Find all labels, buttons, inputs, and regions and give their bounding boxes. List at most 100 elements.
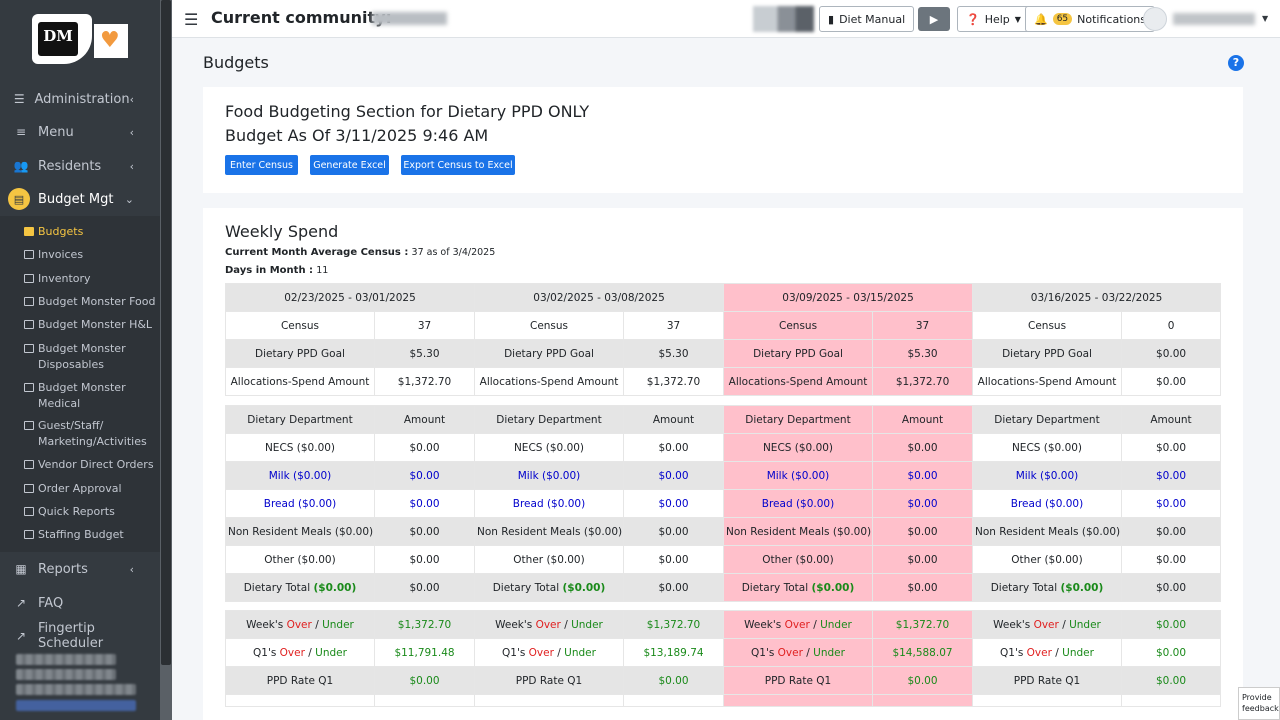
sidebar-item-fingertip-scheduler[interactable]: ↗ Fingertip Scheduler [0,620,160,652]
dept-amount: $0.00 [374,461,475,490]
redacted-text [16,654,116,665]
help-icon[interactable]: ? [1228,55,1244,71]
user-name-redacted[interactable] [1173,13,1255,25]
dept-amount: $0.00 [623,517,724,546]
sidebar-sub-budgets[interactable]: Budgets [0,224,160,240]
week-range: 03/09/2025 - 03/15/2025 [723,283,974,312]
census-value: 37 [623,311,725,340]
list-icon [24,530,34,539]
sidebar-item-residents[interactable]: 👥 Residents ‹ [13,158,134,174]
dept-header: Dietary Department [723,405,873,434]
goal-value: $5.30 [373,339,476,368]
dept-label: NECS ($0.00) [723,433,873,462]
sidebar-sub-staffing-budget[interactable]: Staffing Budget [0,527,160,543]
diet-manual-button[interactable]: ▮ Diet Manual [819,6,915,32]
sidebar-sub-order-approval[interactable]: Order Approval [0,481,160,497]
scrollbar-thumb[interactable] [161,0,171,665]
census-label: Census [225,311,375,340]
bookmark-icon: ▮ [828,12,835,26]
help-dropdown[interactable]: ❓ Help ▼ [957,6,1030,32]
spacer-cell [723,694,873,707]
sidebar-sub-invoices[interactable]: Invoices [0,247,160,263]
provide-feedback-button[interactable]: Provide feedback [1238,687,1280,720]
alloc-value: $1,372.70 [373,367,476,396]
dept-label: NECS ($0.00) [972,433,1122,462]
dept-amount: $0.00 [623,489,724,518]
hamburger-icon[interactable]: ☰ [184,10,199,29]
ppd-rate-label: PPD Rate Q1 [474,666,624,695]
spacer-cell [474,694,624,707]
dept-label: Bread ($0.00) [225,489,375,518]
dietary-total-label: Dietary Total ($0.00) [972,573,1122,602]
export-census-button[interactable]: Export Census to Excel [401,155,515,175]
generate-excel-button[interactable]: Generate Excel [310,155,389,175]
spacer-cell [623,694,724,707]
sidebar-sub-quick-reports[interactable]: Quick Reports [0,504,160,520]
brand-logo[interactable]: DM ♥ [30,12,130,66]
list-icon [24,320,34,329]
dept-label: Milk ($0.00) [972,461,1122,490]
caret-down-icon[interactable]: ▼ [1262,14,1269,23]
dept-label: Non Resident Meals ($0.00) [474,517,624,546]
dept-amount: $0.00 [623,433,724,462]
alloc-value: $1,372.70 [872,367,974,396]
dm-logo: DM [32,14,92,64]
spacer-cell [972,694,1122,707]
sidebar-item-menu[interactable]: ≡ Menu ‹ [0,116,160,148]
sidebar-sub-budget-monster-disposables[interactable]: Budget Monster Disposables [0,341,160,373]
external-link-icon: ↗ [15,629,27,643]
dept-label: Other ($0.00) [225,545,375,574]
amount-header: Amount [872,405,973,434]
sidebar-scrollbar[interactable] [160,0,172,720]
bars-icon: ≡ [15,125,27,139]
dept-label: NECS ($0.00) [474,433,624,462]
sidebar-sub-guest-staff[interactable]: Guest/Staff/ Marketing/Activities [0,418,160,450]
top-navbar: ☰ Current community: ▮ Diet Manual ▶ ❓ Hel… [172,0,1280,38]
dept-label: Bread ($0.00) [474,489,624,518]
chevron-left-icon: ‹ [129,92,134,106]
dept-header-row: Dietary Department Amount Dietary Departme… [225,405,1221,434]
dept-label: NECS ($0.00) [225,433,375,462]
alloc-value: $0.00 [1121,367,1222,396]
budget-as-of: Budget As Of 3/11/2025 9:46 AM [225,126,489,145]
page-title: Budgets [203,53,269,72]
alloc-value: $1,372.70 [623,367,725,396]
department-table: Dietary Department Amount Dietary Departme… [225,405,1221,602]
avatar[interactable] [1143,7,1167,31]
redacted-text [16,684,136,695]
dietary-total-label: Dietary Total ($0.00) [225,573,375,602]
sliders-icon: ☰ [13,92,25,106]
sidebar-sub-budget-monster-medical[interactable]: Budget Monster Medical [0,380,160,412]
weekly-spend-card: Weekly Spend Current Month Average Censu… [203,208,1243,720]
chevron-left-icon: ‹ [129,159,134,173]
sidebar-sub-budget-monster-hl[interactable]: Budget Monster H&L [0,317,160,333]
play-button[interactable]: ▶ [918,7,950,31]
over-under-value: $14,588.07 [872,638,973,667]
over-under-label: Week's Over / Under [474,610,624,639]
dept-row: Milk ($0.00) $0.00 Milk ($0.00) $0.00 Milk (… [225,461,1221,490]
sidebar-item-administration[interactable]: ☰ Administration ‹ [13,91,134,107]
over-under-value: $1,372.70 [872,610,973,639]
spacer-cell [374,694,475,707]
goal-value: $0.00 [1121,339,1222,368]
week-range: 03/16/2025 - 03/22/2025 [972,283,1222,312]
notifications-button[interactable]: 🔔 65 Notifications [1025,6,1156,32]
dept-header: Dietary Department [474,405,624,434]
list-icon [24,383,34,392]
community-image [753,6,814,32]
dept-label: Other ($0.00) [723,545,873,574]
sidebar-item-reports[interactable]: ▦ Reports ‹ [0,553,160,585]
dept-amount: $0.00 [623,461,724,490]
dept-label: Bread ($0.00) [972,489,1122,518]
goal-label: Dietary PPD Goal [972,339,1123,368]
sidebar-sub-vendor-direct-orders[interactable]: Vendor Direct Orders [0,457,160,473]
sidebar-sub-budget-monster-food[interactable]: Budget Monster Food [0,294,160,310]
spacer-cell [225,694,375,707]
dept-row: Dietary Total ($0.00) $0.00 Dietary Total … [225,573,1221,602]
sidebar-sub-inventory[interactable]: Inventory [0,271,160,287]
dept-row: Non Resident Meals ($0.00) $0.00 Non Resid… [225,517,1221,546]
sidebar-item-faq[interactable]: ↗ FAQ [0,587,160,619]
over-under-label: Week's Over / Under [723,610,873,639]
sidebar-item-budget-mgt[interactable]: ▤ Budget Mgt ⌄ [0,183,160,215]
enter-census-button[interactable]: Enter Census [225,155,298,175]
